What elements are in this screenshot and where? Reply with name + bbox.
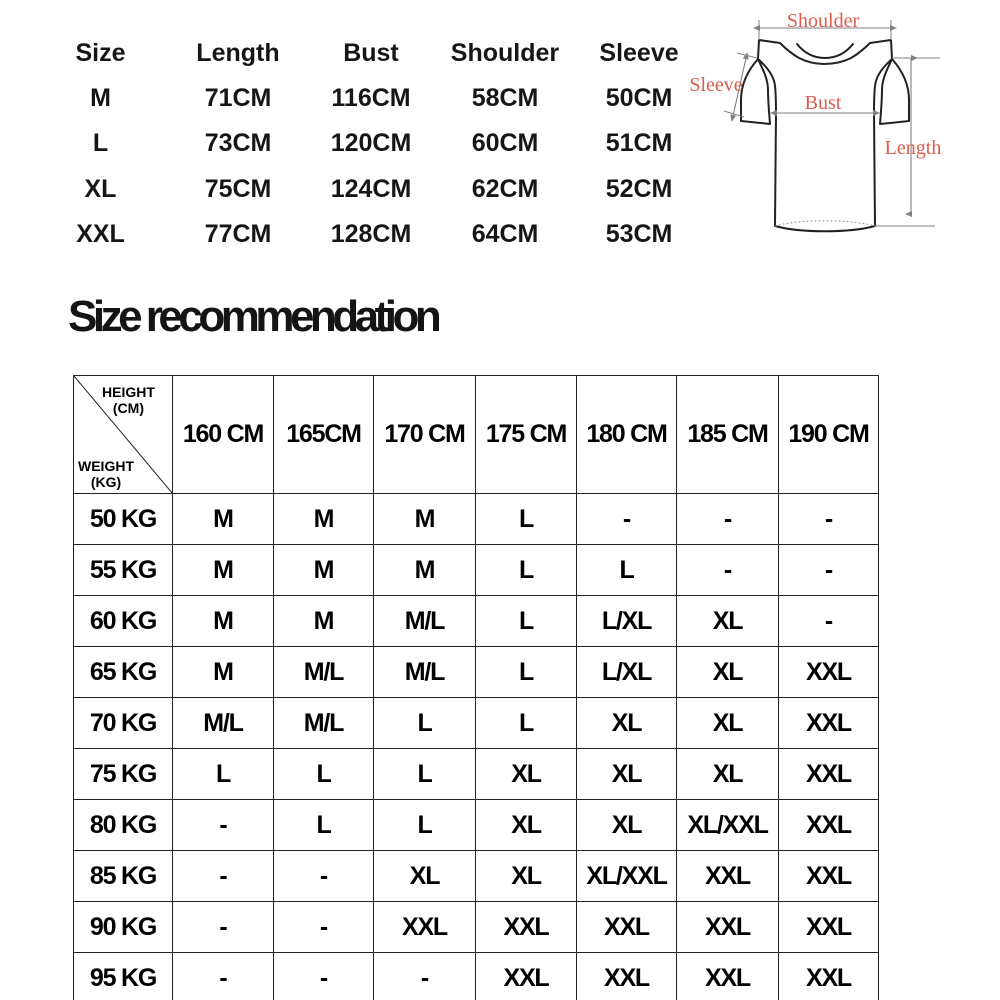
svg-text:Sleeve: Sleeve (689, 74, 742, 96)
svg-text:Bust: Bust (805, 92, 842, 114)
svg-text:Shoulder: Shoulder (787, 10, 860, 32)
svg-text:Length: Length (885, 137, 942, 159)
